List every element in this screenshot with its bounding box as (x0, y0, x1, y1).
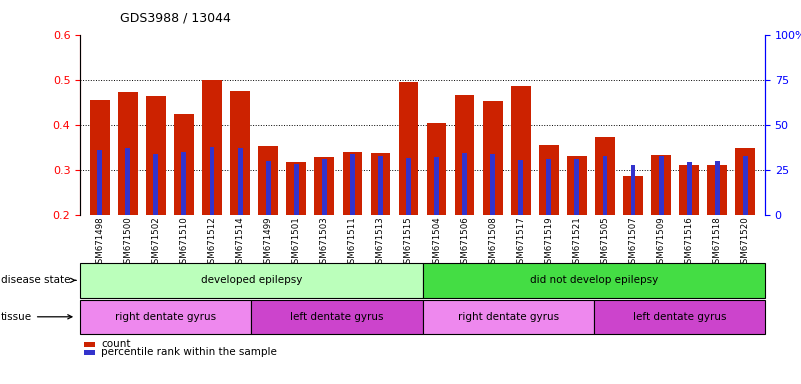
Bar (511, 86, 530, 215)
Text: tissue: tissue (1, 312, 72, 322)
Bar (539, 145, 558, 215)
Text: disease state: disease state (1, 275, 76, 285)
Text: count: count (101, 339, 131, 349)
Bar (154, 154, 159, 215)
Bar (735, 148, 755, 215)
Bar (714, 161, 719, 215)
Bar (595, 137, 615, 215)
Bar (567, 156, 586, 215)
Bar (118, 92, 138, 215)
Bar (146, 96, 166, 215)
Bar (287, 162, 306, 215)
Text: GDS3988 / 13044: GDS3988 / 13044 (120, 12, 231, 25)
Bar (126, 148, 131, 215)
Bar (378, 156, 383, 215)
Bar (230, 91, 250, 215)
Text: did not develop epilepsy: did not develop epilepsy (529, 275, 658, 285)
Bar (686, 162, 691, 215)
Bar (266, 161, 271, 215)
Bar (483, 101, 502, 215)
Bar (490, 154, 495, 215)
Bar (462, 153, 467, 215)
Bar (743, 156, 748, 215)
Text: percentile rank within the sample: percentile rank within the sample (101, 347, 277, 358)
Bar (315, 157, 334, 215)
Bar (371, 153, 390, 215)
Text: left dentate gyrus: left dentate gyrus (633, 312, 726, 322)
Bar (602, 156, 607, 215)
Bar (623, 176, 643, 215)
Bar (322, 159, 327, 215)
Bar (238, 148, 243, 215)
Bar (90, 100, 110, 215)
Text: right dentate gyrus: right dentate gyrus (115, 312, 216, 322)
Text: developed epilepsy: developed epilepsy (200, 275, 302, 285)
Bar (343, 152, 362, 215)
Text: right dentate gyrus: right dentate gyrus (457, 312, 558, 322)
Bar (651, 155, 671, 215)
Bar (658, 156, 663, 215)
Bar (259, 146, 278, 215)
Bar (679, 166, 699, 215)
Bar (294, 164, 299, 215)
Bar (97, 150, 103, 215)
Bar (518, 160, 523, 215)
Bar (574, 159, 579, 215)
Bar (630, 164, 635, 215)
Bar (174, 114, 194, 215)
Bar (350, 154, 355, 215)
Bar (84, 342, 95, 347)
Bar (202, 80, 222, 215)
Bar (210, 147, 215, 215)
Bar (455, 95, 474, 215)
Bar (182, 152, 187, 215)
Bar (399, 83, 418, 215)
Bar (406, 158, 411, 215)
Bar (707, 166, 727, 215)
Bar (546, 159, 551, 215)
Bar (427, 122, 446, 215)
Bar (434, 157, 439, 215)
Bar (84, 350, 95, 355)
Text: left dentate gyrus: left dentate gyrus (290, 312, 384, 322)
